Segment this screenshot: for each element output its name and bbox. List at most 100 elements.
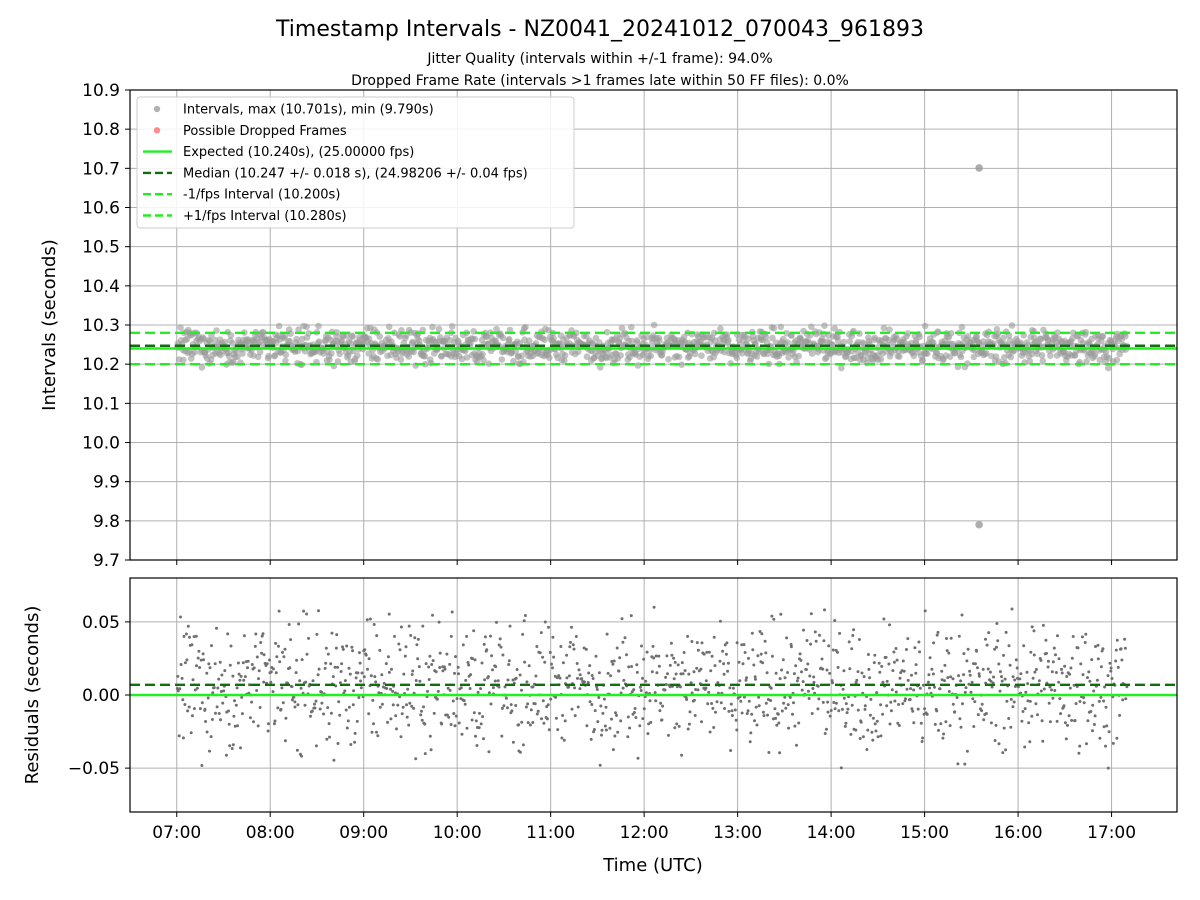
- residual-point: [252, 720, 255, 724]
- interval-point: [239, 350, 246, 357]
- residual-point: [1028, 699, 1032, 703]
- residual-point: [294, 671, 298, 675]
- interval-point: [1000, 334, 1007, 342]
- residual-point: [198, 666, 202, 669]
- residual-point: [337, 700, 341, 704]
- residual-point: [858, 737, 862, 740]
- residual-point: [515, 668, 519, 671]
- interval-point: [964, 360, 971, 367]
- residual-point: [570, 707, 574, 711]
- residual-point: [865, 748, 869, 751]
- residual-point: [1016, 685, 1020, 689]
- residual-point: [752, 663, 756, 667]
- interval-point: [518, 352, 525, 360]
- residual-point: [427, 665, 431, 669]
- residual-point: [491, 668, 494, 672]
- residual-point: [885, 679, 889, 683]
- residual-point: [242, 678, 246, 682]
- residual-point: [1046, 659, 1050, 663]
- interval-point: [829, 341, 836, 349]
- residual-point: [646, 732, 650, 736]
- residual-point: [745, 676, 748, 680]
- residual-point: [350, 645, 354, 649]
- residual-point: [636, 756, 640, 760]
- chart-subtitle-dropped: Dropped Frame Rate (intervals >1 frames …: [351, 73, 849, 89]
- residual-point: [767, 751, 771, 754]
- residual-point: [682, 651, 686, 654]
- residual-point: [678, 685, 682, 689]
- residual-point: [231, 674, 235, 678]
- residual-point: [754, 705, 758, 709]
- residual-point: [561, 661, 565, 665]
- residual-point: [980, 702, 984, 706]
- interval-point: [647, 352, 655, 360]
- interval-point: [458, 355, 466, 363]
- residual-point: [1077, 751, 1081, 755]
- residual-point: [196, 656, 200, 660]
- residual-point: [1063, 664, 1067, 668]
- residual-point: [397, 642, 401, 646]
- residual-point: [277, 644, 280, 648]
- residual-point: [224, 753, 228, 757]
- residual-point: [518, 673, 522, 677]
- interval-point: [650, 321, 658, 329]
- residual-point: [313, 706, 317, 710]
- residual-point: [324, 661, 328, 665]
- residual-point: [825, 668, 829, 672]
- residual-point: [1060, 671, 1064, 675]
- residual-point: [967, 682, 971, 686]
- residual-point: [226, 632, 230, 636]
- residual-point: [449, 634, 453, 638]
- residual-point: [780, 709, 784, 713]
- interval-point: [315, 322, 322, 330]
- residual-point: [503, 685, 507, 689]
- residual-point: [186, 624, 190, 628]
- interval-point: [422, 360, 429, 368]
- residual-point: [863, 707, 867, 711]
- residual-point: [613, 734, 617, 738]
- residual-point: [887, 662, 891, 666]
- residual-point: [774, 716, 778, 720]
- residual-point: [746, 709, 750, 713]
- residual-point: [993, 739, 997, 742]
- residual-point: [956, 762, 960, 766]
- residual-point: [844, 721, 848, 725]
- residual-point: [588, 700, 592, 704]
- residual-point: [254, 632, 258, 636]
- residual-point: [599, 704, 603, 708]
- residual-point: [955, 696, 959, 699]
- interval-point: [498, 356, 506, 363]
- residual-point: [538, 651, 542, 655]
- residual-point: [652, 605, 656, 609]
- residual-point: [205, 730, 209, 734]
- residual-point: [386, 655, 390, 659]
- residual-point: [618, 656, 622, 660]
- legend-marker: [153, 127, 161, 134]
- residual-point: [378, 705, 382, 709]
- residual-point: [664, 675, 668, 679]
- residual-point: [229, 644, 233, 648]
- residual-point: [327, 722, 331, 726]
- residual-point: [341, 647, 345, 651]
- residual-point: [232, 714, 236, 718]
- residual-point: [892, 650, 896, 654]
- residual-point: [1120, 658, 1124, 662]
- residual-point: [1082, 701, 1086, 705]
- residual-point: [1078, 744, 1082, 748]
- residual-point: [885, 704, 889, 708]
- residual-point: [898, 676, 902, 680]
- residual-point: [804, 668, 808, 671]
- residual-point: [574, 635, 578, 638]
- residual-point: [627, 665, 631, 669]
- residual-point: [380, 702, 384, 706]
- residual-point: [681, 672, 685, 676]
- residual-point: [832, 701, 836, 704]
- interval-point: [617, 352, 624, 359]
- outlier-point: [975, 164, 983, 172]
- interval-point: [259, 328, 267, 336]
- bottom-y-tick-label: 0.00: [82, 686, 120, 706]
- residual-point: [313, 702, 316, 706]
- interval-point: [628, 323, 635, 331]
- residual-point: [500, 706, 504, 710]
